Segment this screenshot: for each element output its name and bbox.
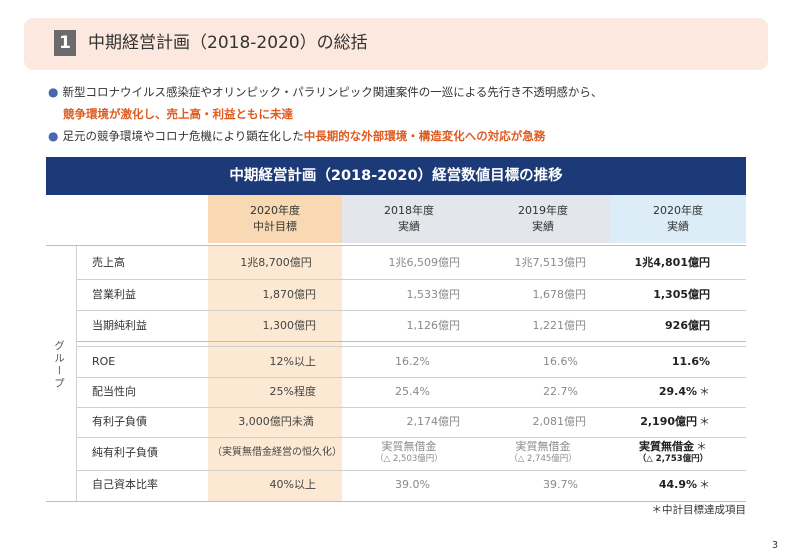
- header-2018-line2: 実績: [398, 220, 420, 233]
- bullet-dot-icon: ●: [48, 85, 59, 99]
- header-2019-line2: 実績: [532, 220, 554, 233]
- bullet-1: ● 新型コロナウイルス感染症やオリンピック・パラリンピック関連案件の一巡による先行…: [48, 84, 602, 100]
- rule: [76, 470, 746, 471]
- rule: [76, 377, 746, 378]
- row-label: 当期純利益: [92, 319, 147, 332]
- value-2018: 2,174億円: [406, 415, 461, 428]
- value-2018: 1,126億円: [406, 319, 461, 332]
- value-2019-sub: （△ 2,745億円）: [509, 454, 577, 464]
- bullet-2-text: 足元の競争環境やコロナ危機により顕在化した: [62, 129, 304, 143]
- value-2020: 11.6%: [671, 355, 710, 368]
- header-2019-line1: 2019年度: [518, 204, 568, 217]
- header-target-line2: 中計目標: [253, 220, 297, 233]
- value-2019: 22.7%: [543, 385, 578, 398]
- value-2018: 実質無借金 （△ 2,503億円）: [346, 440, 472, 466]
- target-value: 1,870億円: [262, 288, 317, 301]
- row-label: 配当性向: [92, 385, 136, 398]
- rule: [76, 310, 746, 311]
- target-value: 1,300億円: [262, 319, 317, 332]
- col-2020-header-bg: [610, 195, 746, 243]
- target-value: 25%程度: [269, 385, 316, 398]
- value-2018: 1兆6,509億円: [388, 256, 461, 269]
- achieved-mark: ＊: [699, 478, 710, 491]
- achieved-mark: ＊: [696, 440, 707, 453]
- group-divider: [76, 246, 77, 501]
- rule: [76, 341, 746, 342]
- col-2019-header-bg: [476, 195, 610, 243]
- row-label: ROE: [92, 355, 116, 368]
- value-2018: 25.4%: [395, 385, 430, 398]
- target-column-bg: [208, 246, 342, 501]
- target-value: 12%以上: [269, 355, 316, 368]
- value-2019: 実質無借金 （△ 2,745億円）: [480, 440, 606, 466]
- bullet-1-text: 新型コロナウイルス感染症やオリンピック・パラリンピック関連案件の一巡による先行き…: [62, 85, 603, 99]
- value-2018: 1,533億円: [406, 288, 461, 301]
- header-target-line1: 2020年度: [250, 204, 300, 217]
- row-label: 有利子負債: [92, 415, 147, 428]
- footnote: ＊中計目標達成項目: [651, 504, 747, 516]
- value-2020-text: 実質無借金: [639, 440, 694, 453]
- value-2020-text: 2,190億円: [640, 415, 697, 428]
- header-2019: 2019年度 実績: [476, 195, 610, 243]
- section-number: 1: [54, 30, 76, 56]
- value-2019-text: 実質無借金: [515, 440, 571, 453]
- value-2019: 1,678億円: [532, 288, 587, 301]
- value-2020: 29.4% ＊: [610, 385, 710, 399]
- value-2019: 1兆7,513億円: [514, 256, 587, 269]
- value-2020: 1,305億円: [653, 288, 710, 301]
- target-value: （実質無借金経営の恒久化）: [212, 447, 342, 458]
- header-2020-line1: 2020年度: [653, 204, 703, 217]
- rule: [76, 279, 746, 280]
- bullet-1-emphasis: 競争環境が激化し、売上高・利益ともに未達: [63, 107, 293, 121]
- value-2020-text: 29.4%: [658, 385, 697, 398]
- target-value: 3,000億円未満: [238, 415, 314, 428]
- rule: [76, 437, 746, 438]
- value-2018: 16.2%: [395, 355, 430, 368]
- target-header-bg: [208, 195, 342, 243]
- bullet-dot-icon: ●: [48, 129, 59, 143]
- value-2020: 926億円: [665, 319, 710, 332]
- row-label: 営業利益: [92, 288, 136, 301]
- header-2018: 2018年度 実績: [342, 195, 476, 243]
- row-label: 自己資本比率: [92, 478, 158, 491]
- target-value: 1兆8,700億円: [240, 256, 312, 269]
- value-2020: 実質無借金＊ （△ 2,753億円）: [614, 440, 732, 466]
- title-bar: 1 中期経営計画（2018-2020）の総括: [24, 18, 768, 70]
- achieved-mark: ＊: [699, 385, 710, 398]
- row-label: 純有利子負債: [92, 446, 158, 459]
- bullet-2-emphasis: 中長期的な外部環境・構造変化への対応が急務: [303, 129, 546, 143]
- rule: [76, 407, 746, 408]
- value-2018: 39.0%: [395, 478, 430, 491]
- value-2020-sub: （△ 2,753億円）: [637, 454, 709, 464]
- value-2020: 2,190億円＊: [610, 415, 710, 429]
- header-2018-line1: 2018年度: [384, 204, 434, 217]
- header-2020-line2: 実績: [667, 220, 689, 233]
- value-2019: 39.7%: [543, 478, 578, 491]
- group-label: グループ: [53, 340, 65, 390]
- value-2019: 16.6%: [543, 355, 578, 368]
- achieved-mark: ＊: [699, 415, 710, 428]
- page-title: 中期経営計画（2018-2020）の総括: [88, 33, 368, 53]
- value-2018-sub: （△ 2,503億円）: [375, 454, 443, 464]
- rule: [46, 245, 746, 246]
- rule: [46, 501, 746, 502]
- value-2018-text: 実質無借金: [381, 440, 437, 453]
- value-2020: 44.9% ＊: [610, 478, 710, 492]
- page-number: 3: [771, 540, 778, 551]
- bullet-2: ● 足元の競争環境やコロナ危機により顕在化した中長期的な外部環境・構造変化への対応…: [48, 128, 545, 144]
- value-2020-line: 実質無借金＊: [639, 440, 707, 453]
- value-2020: 1兆4,801億円: [634, 256, 710, 269]
- header-2020: 2020年度 実績: [610, 195, 746, 243]
- col-2018-header-bg: [342, 195, 476, 243]
- target-value: 40%以上: [269, 478, 316, 491]
- row-label: 売上高: [92, 256, 125, 269]
- table-title: 中期経営計画（2018-2020）経営数値目標の推移: [46, 157, 746, 195]
- header-target: 2020年度 中計目標: [208, 195, 342, 243]
- value-2020-text: 44.9%: [658, 478, 697, 491]
- rule: [76, 346, 746, 347]
- value-2019: 1,221億円: [532, 319, 587, 332]
- value-2019: 2,081億円: [532, 415, 587, 428]
